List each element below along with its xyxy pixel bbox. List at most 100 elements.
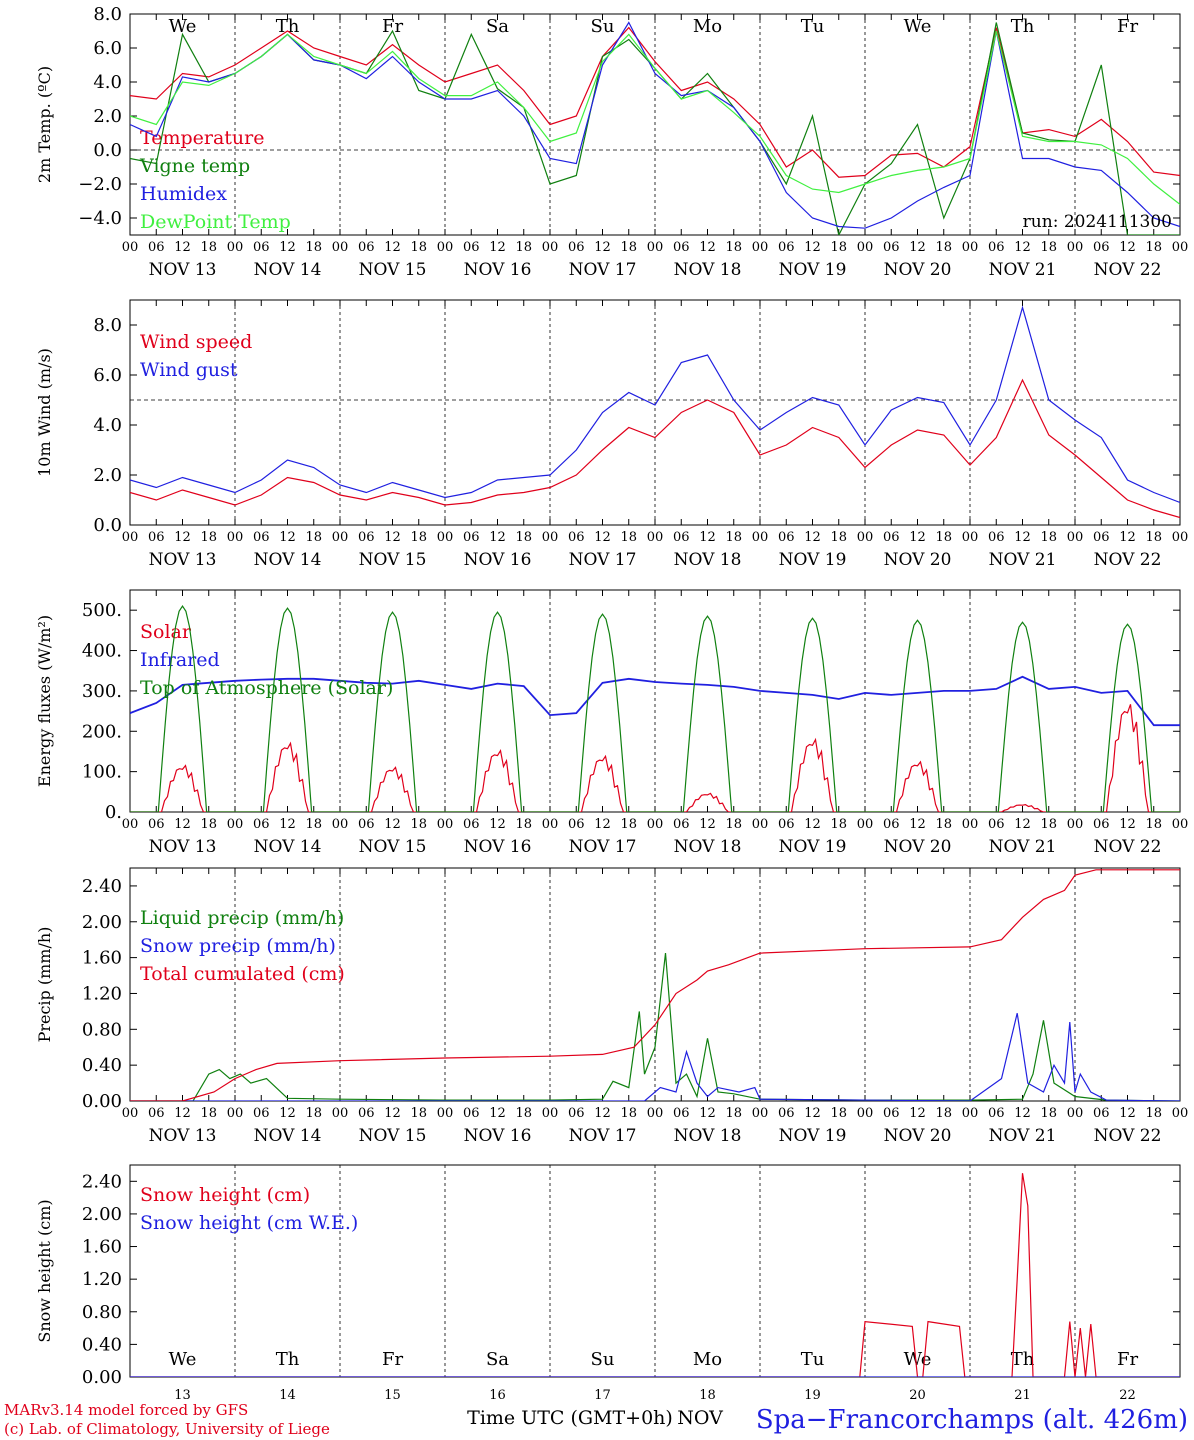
hour-tick-label: 00	[122, 817, 139, 832]
date-label: NOV 18	[674, 550, 742, 570]
hour-tick-label: 00	[542, 1106, 559, 1121]
date-label: NOV 22	[1094, 1126, 1162, 1146]
y-tick-label: 2.0	[93, 106, 122, 127]
date-label: NOV 13	[149, 1126, 217, 1146]
hour-tick-label: 18	[1145, 530, 1162, 545]
hour-tick-label: 12	[1014, 530, 1031, 545]
series-line-1-4	[130, 30, 1180, 205]
y-tick-label: 200.	[82, 721, 122, 742]
y-tick-label: 2.40	[82, 876, 122, 897]
hour-tick-label: 06	[148, 1106, 165, 1121]
hour-tick-label: 06	[673, 817, 690, 832]
hour-tick-label: 06	[358, 530, 375, 545]
hour-tick-label: 06	[358, 817, 375, 832]
date-label: NOV 15	[359, 260, 427, 280]
y-tick-label: 0.00	[82, 1091, 122, 1112]
hour-tick-label: 12	[594, 530, 611, 545]
date-label: NOV 20	[884, 550, 952, 570]
hour-tick-label: 06	[778, 240, 795, 255]
series-line-3-2	[130, 675, 1180, 727]
series-line-3-3	[130, 605, 1180, 812]
hour-tick-label: 12	[699, 1106, 716, 1121]
hour-tick-label: 06	[253, 817, 270, 832]
y-tick-label: 8.0	[93, 315, 122, 336]
date-label: NOV 16	[464, 550, 532, 570]
y-axis-label: Snow height (cm)	[35, 1199, 54, 1342]
y-tick-label: 100.	[82, 762, 122, 783]
hour-tick-label: 12	[594, 817, 611, 832]
y-tick-label: 2.00	[82, 912, 122, 933]
x-axis-label: Time UTC (GMT+0h)	[467, 1407, 673, 1429]
date-label: NOV 19	[779, 260, 847, 280]
legend-entry: Wind gust	[140, 359, 238, 381]
series-line-3-1	[130, 704, 1180, 812]
station-name: Spa−Francorchamps (alt. 426m)	[756, 1405, 1188, 1435]
hour-tick-label: 06	[148, 530, 165, 545]
hour-tick-label: 12	[489, 1106, 506, 1121]
hour-tick-label: 06	[463, 240, 480, 255]
panel-5: 2.40 2.00 1.60 1.20 0.80 0.40 0.00 Snow height …	[35, 1164, 1181, 1403]
y-tick-label: 1.20	[82, 983, 122, 1004]
y-tick-label: 4.0	[93, 72, 122, 93]
hour-tick-label: 06	[568, 1106, 585, 1121]
panel-2: 8.0 6.0 4.0 2.0 0.0 10m Wind (m/s) 00 06 12 18 00 0…	[35, 299, 1188, 570]
hour-tick-label: 00	[332, 1106, 349, 1121]
date-label: NOV 15	[359, 837, 427, 857]
hour-tick-label: 12	[1014, 1106, 1031, 1121]
series-line-1-3	[130, 21, 1180, 229]
legend-entry: Total cumulated (cm)	[140, 963, 345, 985]
weekday-label: We	[904, 1349, 932, 1370]
hour-tick-label: 12	[909, 817, 926, 832]
weekday-label: We	[169, 16, 197, 37]
hour-tick-label: 00	[962, 530, 979, 545]
weekday-label: Th	[1011, 16, 1035, 37]
hour-tick-label: 18	[725, 240, 742, 255]
date-label: NOV 22	[1094, 837, 1162, 857]
y-axis-label: 10m Wind (m/s)	[35, 348, 54, 477]
date-label: NOV 17	[569, 260, 637, 280]
weekday-label: Su	[591, 1349, 615, 1370]
hour-tick-label: 06	[883, 530, 900, 545]
legend-entry: Snow height (cm W.E.)	[140, 1212, 358, 1234]
hour-tick-label: 12	[384, 1106, 401, 1121]
hour-tick-label: 06	[1093, 530, 1110, 545]
hour-tick-label: 18	[410, 530, 427, 545]
hour-tick-label: 06	[778, 817, 795, 832]
hour-tick-label: 06	[568, 817, 585, 832]
series-line-4-1	[130, 953, 1180, 1101]
hour-tick-label: 00	[647, 1106, 664, 1121]
hour-tick-label: 00	[647, 817, 664, 832]
hour-tick-label: 00	[227, 1106, 244, 1121]
weekday-label: Sa	[486, 16, 509, 37]
series-line-5-1	[130, 1173, 1180, 1377]
legend-entry: Wind speed	[140, 331, 252, 353]
panel-1: 8.0 6.0 4.0 2.0 0.0 −2.0 −4.0 2m Temp. (ºC) 00 06…	[35, 4, 1188, 280]
date-label: 22	[1119, 1388, 1136, 1403]
date-label: NOV 13	[149, 837, 217, 857]
series-line-1-1	[130, 26, 1180, 178]
y-tick-label: 500.	[82, 600, 122, 621]
hour-tick-label: 18	[305, 240, 322, 255]
hour-tick-label: 12	[699, 240, 716, 255]
hour-tick-label: 12	[1119, 240, 1136, 255]
date-label: 16	[489, 1388, 506, 1403]
weekday-label: We	[904, 16, 932, 37]
weekday-label: Su	[591, 16, 615, 37]
hour-tick-label: 12	[1119, 817, 1136, 832]
hour-tick-label: 12	[699, 817, 716, 832]
hour-tick-label: 06	[1093, 817, 1110, 832]
hour-tick-label: 18	[305, 1106, 322, 1121]
weekday-label: Sa	[486, 1349, 509, 1370]
weekday-label: Th	[276, 1349, 300, 1370]
hour-tick-label: 00	[752, 817, 769, 832]
hour-tick-label: 12	[804, 240, 821, 255]
legend-entry: Solar	[140, 621, 192, 643]
date-label: NOV 17	[569, 1126, 637, 1146]
date-label: NOV 20	[884, 1126, 952, 1146]
hour-tick-label: 12	[594, 240, 611, 255]
hour-tick-label: 18	[935, 240, 952, 255]
date-label: NOV 14	[254, 837, 322, 857]
hour-tick-label: 06	[358, 240, 375, 255]
hour-tick-label: 00	[647, 240, 664, 255]
hour-tick-label: 06	[253, 240, 270, 255]
